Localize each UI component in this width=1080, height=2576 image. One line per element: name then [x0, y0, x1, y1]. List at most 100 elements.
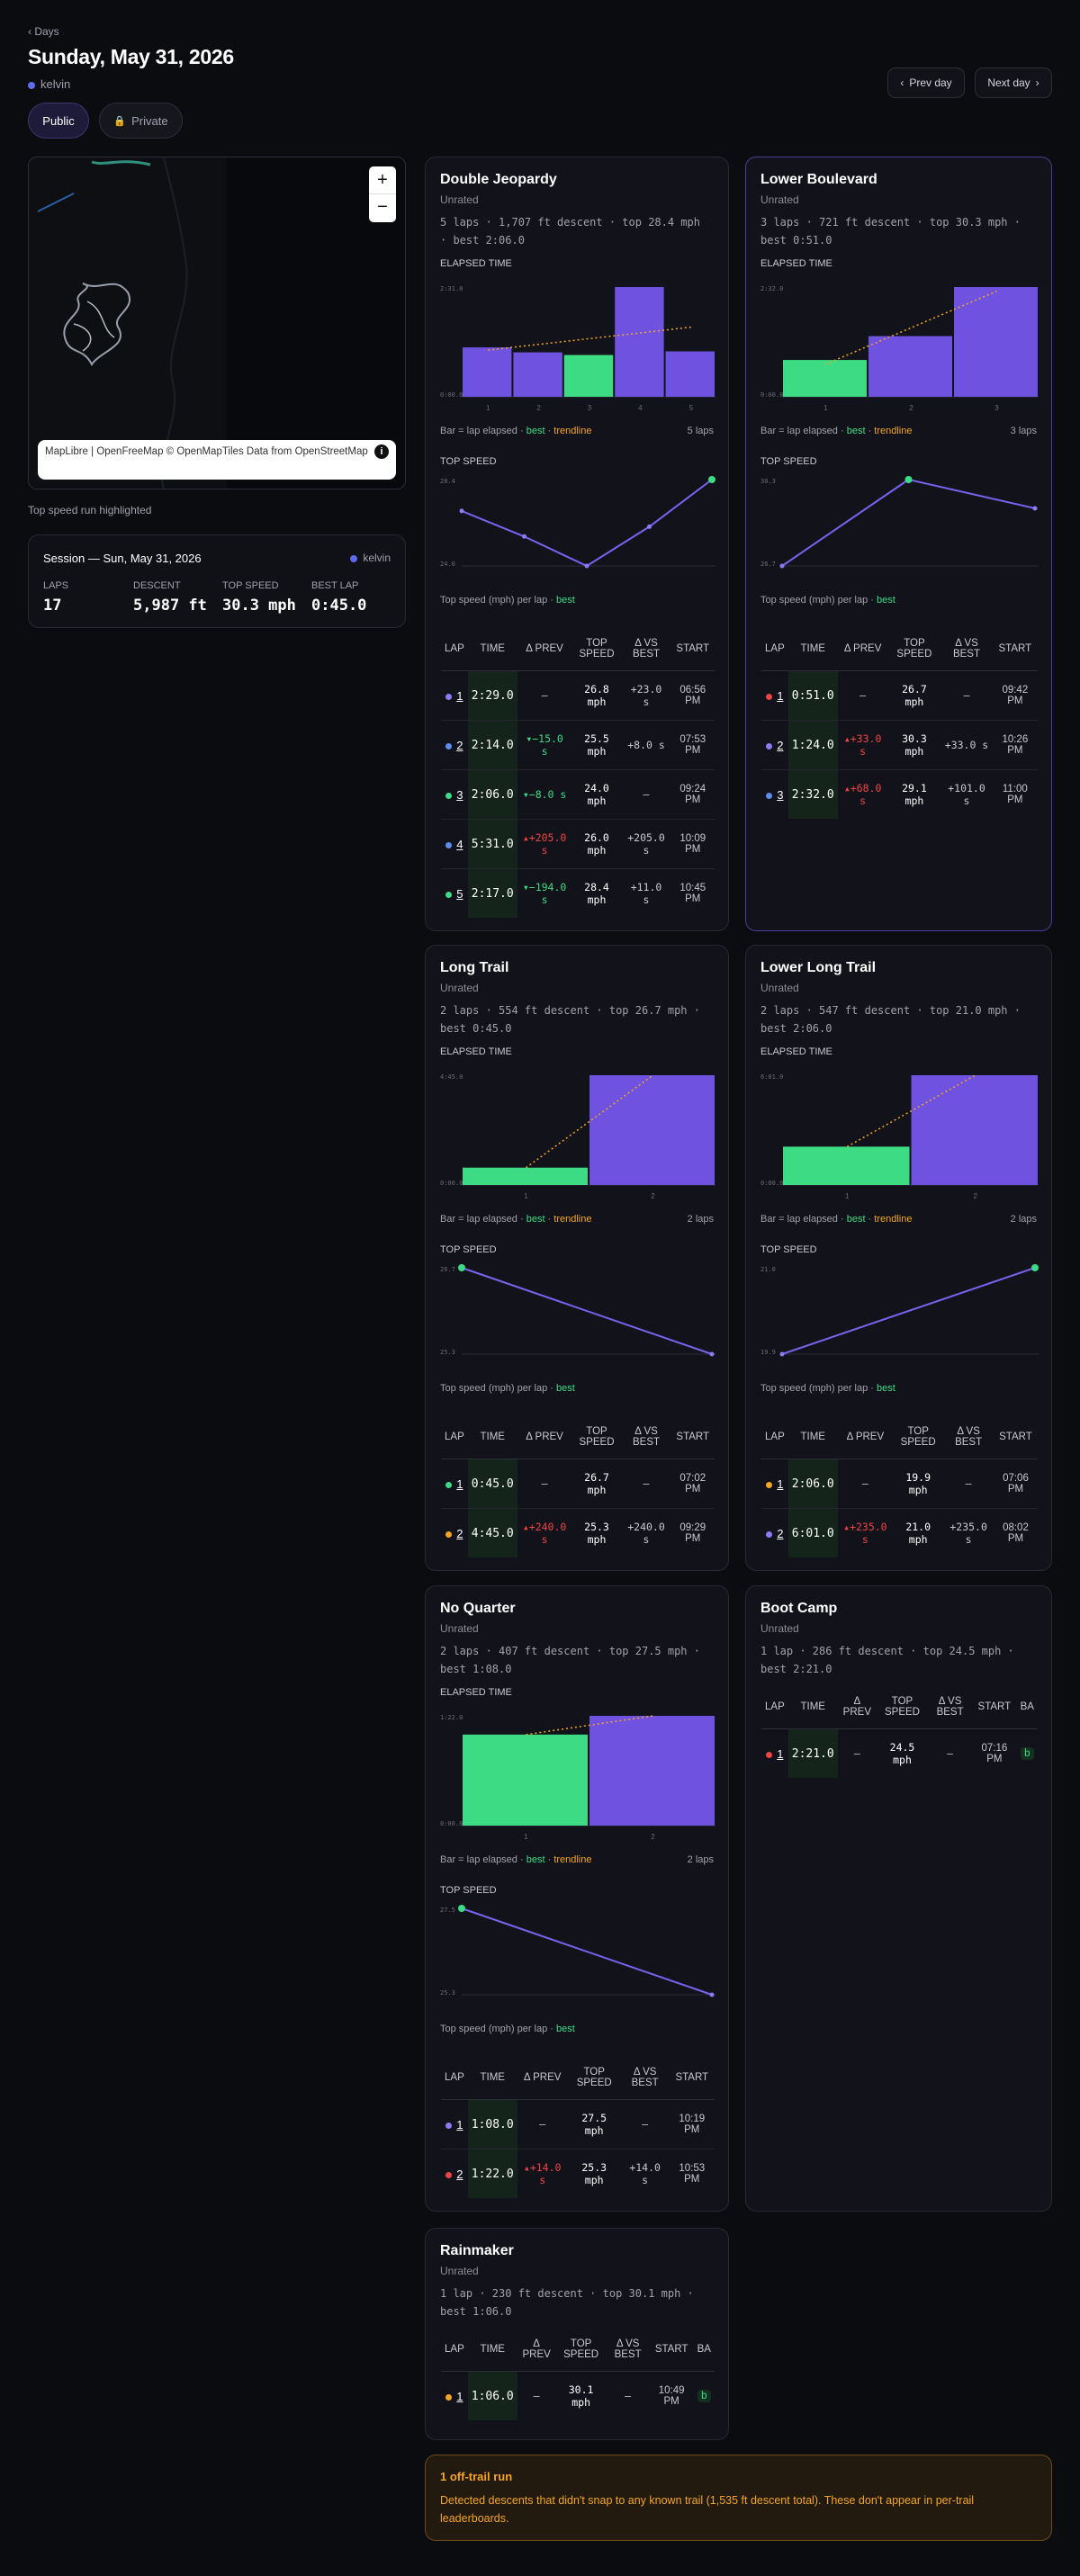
- elapsed-bar: [463, 1167, 588, 1185]
- lap-number[interactable]: 4: [456, 837, 464, 851]
- lap-number[interactable]: 1: [456, 2117, 464, 2132]
- lap-cell[interactable]: 2: [441, 1508, 468, 1557]
- zoom-out-button[interactable]: −: [377, 197, 388, 217]
- table-row[interactable]: 2 1:24.0 ▴+33.0 s 30.3 mph +33.0 s 10:26 PM: [761, 720, 1038, 770]
- stat-value: 17: [43, 597, 62, 615]
- speed-title: TOP SPEED: [760, 1244, 817, 1255]
- elapsed-caption: Bar = lap elapsed · best · trendline: [440, 1214, 592, 1225]
- lap-cell[interactable]: 1: [761, 1459, 788, 1509]
- y-tick-min: 0:00.0: [440, 391, 463, 399]
- elapsed-bar: [513, 352, 562, 397]
- best-speed-point: [458, 1905, 465, 1912]
- lap-cell[interactable]: 4: [441, 819, 468, 869]
- lock-icon: 🔒: [113, 115, 127, 127]
- lap-cell[interactable]: 1: [761, 670, 788, 721]
- best-legend: best: [556, 595, 575, 606]
- table-row[interactable]: 2 1:22.0 ▴+14.0 s 25.3 mph +14.0 s 10:53 PM: [441, 2149, 715, 2198]
- trail-summary: 2 laps · 407 ft descent · top 27.5 mph ·…: [440, 1645, 700, 1675]
- prev-day-button[interactable]: ‹ Prev day: [887, 67, 965, 98]
- lap-start: 07:02 PM: [670, 1459, 715, 1509]
- table-row[interactable]: 1 2:29.0—26.8 mph +23.0 s 06:56 PM: [441, 670, 715, 721]
- next-day-button[interactable]: Next day ›: [975, 67, 1052, 98]
- lap-cell[interactable]: 2: [441, 2149, 468, 2198]
- lap-number[interactable]: 2: [456, 1526, 464, 1540]
- table-row[interactable]: 1 2:06.0—19.9 mph —07:06 PM: [761, 1459, 1038, 1509]
- column-header: BA: [693, 2327, 715, 2372]
- lap-cell[interactable]: 3: [441, 769, 468, 820]
- trail-card[interactable]: Lower Boulevard Unrated 3 laps · 721 ft de…: [745, 157, 1052, 931]
- table-row[interactable]: 3 2:06.0 ▾−8.0 s 24.0 mph —09:24 PM: [441, 769, 715, 820]
- lap-cell[interactable]: 2: [441, 720, 468, 770]
- lap-number[interactable]: 3: [777, 787, 784, 802]
- lap-cell[interactable]: 1: [761, 1728, 788, 1778]
- table-row[interactable]: 4 5:31.0 ▴+205.0 s 26.0 mph +205.0 s 10:09 PM: [441, 819, 715, 869]
- lap-number[interactable]: 1: [777, 1746, 784, 1761]
- lap-number[interactable]: 5: [456, 886, 464, 901]
- map[interactable]: + − MapLibre | OpenFreeMap © OpenMapTile…: [28, 157, 406, 489]
- lap-number[interactable]: 1: [456, 1476, 464, 1491]
- chevron-left-icon: ‹: [900, 76, 904, 89]
- elapsed-bar: [463, 1734, 588, 1826]
- stat-label: BEST LAP: [311, 580, 359, 591]
- table-row[interactable]: 1 1:08.0—27.5 mph —10:19 PM: [441, 2099, 715, 2150]
- column-header: LAP: [441, 2055, 468, 2100]
- lap-time: 4:45.0: [467, 1508, 518, 1557]
- zoom-controls: + −: [369, 166, 396, 222]
- lap-number[interactable]: 1: [777, 1476, 784, 1491]
- table-row[interactable]: 1 0:51.0—26.7 mph —09:42 PM: [761, 670, 1038, 721]
- map-canvas[interactable]: [29, 157, 406, 489]
- lap-cell[interactable]: 5: [441, 868, 468, 918]
- info-icon[interactable]: i: [374, 444, 389, 459]
- lap-cell[interactable]: 3: [761, 769, 788, 819]
- lap-number[interactable]: 1: [456, 2389, 464, 2403]
- trail-name: Lower Boulevard: [760, 172, 878, 187]
- lap-badge: b: [698, 2390, 711, 2402]
- rating-label: Unrated: [440, 982, 479, 994]
- table-row[interactable]: 2 2:14.0 ▾−15.0 s 25.5 mph +8.0 s 07:53 PM: [441, 720, 715, 770]
- table-header: LAP TIME Δ PREV TOP SPEED Δ VS BEST START: [441, 2055, 715, 2100]
- lap-start: 09:42 PM: [992, 670, 1038, 721]
- lap-cell[interactable]: 2: [761, 1508, 788, 1557]
- speed-title: TOP SPEED: [440, 456, 497, 467]
- public-toggle[interactable]: Public: [28, 103, 89, 139]
- trail-summary: 1 lap · 230 ft descent · top 30.1 mph · …: [440, 2287, 694, 2318]
- elapsed-caption: Bar = lap elapsed · best · trendline: [760, 1214, 913, 1225]
- table-row[interactable]: 1 1:06.0—30.1 mph —10:49 PM b: [441, 2371, 715, 2420]
- trail-card[interactable]: Double Jeopardy Unrated 5 laps · 1,707 ft …: [425, 157, 729, 931]
- table-row[interactable]: 2 6:01.0 ▴+235.0 s 21.0 mph +235.0 s 08:02 PM: [761, 1508, 1038, 1557]
- trail-card[interactable]: Long Trail Unrated 2 laps · 554 ft descent…: [425, 945, 729, 1571]
- trail-card[interactable]: Boot Camp Unrated 1 lap · 286 ft descent ·…: [745, 1585, 1052, 2212]
- lap-number[interactable]: 2: [777, 738, 784, 752]
- badge-cell: b: [1016, 1728, 1038, 1778]
- lap-number[interactable]: 2: [456, 738, 464, 752]
- trail-card[interactable]: Rainmaker Unrated 1 lap · 230 ft descent ·…: [425, 2228, 729, 2440]
- trend-legend: trendline: [554, 1214, 592, 1225]
- lap-color-dot: [446, 1481, 453, 1488]
- table-row[interactable]: 1 2:21.0—24.5 mph —07:16 PM b: [761, 1728, 1038, 1778]
- table-row[interactable]: 1 0:45.0—26.7 mph —07:02 PM: [441, 1459, 715, 1509]
- laps-table: LAP TIME Δ PREV TOP SPEED Δ VS BEST START BA 1 2…: [760, 1683, 1039, 1779]
- trail-card[interactable]: Lower Long Trail Unrated 2 laps · 547 ft d…: [745, 945, 1052, 1571]
- lap-cell[interactable]: 1: [441, 1459, 468, 1509]
- lap-cell[interactable]: 1: [441, 670, 468, 721]
- lap-cell[interactable]: 2: [761, 720, 788, 770]
- table-row[interactable]: 2 4:45.0 ▴+240.0 s 25.3 mph +240.0 s 09:29 PM: [441, 1508, 715, 1557]
- lap-cell[interactable]: 1: [441, 2371, 468, 2420]
- trend-legend: trendline: [554, 1854, 592, 1865]
- lap-top-speed: 25.3 mph: [572, 1508, 622, 1557]
- table-row[interactable]: 3 2:32.0 ▴+68.0 s 29.1 mph +101.0 s 11:00 PM: [761, 769, 1038, 819]
- lap-top-speed: 26.0 mph: [572, 819, 622, 869]
- private-toggle[interactable]: 🔒 Private: [99, 103, 183, 139]
- lap-number[interactable]: 1: [777, 688, 784, 703]
- back-link[interactable]: ‹ Days: [28, 25, 59, 38]
- lap-cell[interactable]: 1: [441, 2099, 468, 2150]
- y-tick-max: 6:01.0: [760, 1073, 783, 1081]
- lap-number[interactable]: 3: [456, 787, 464, 802]
- table-row[interactable]: 5 2:17.0 ▾−194.0 s 28.4 mph +11.0 s 10:45 PM: [441, 868, 715, 918]
- lap-number[interactable]: 2: [456, 2167, 464, 2181]
- lap-number[interactable]: 1: [456, 688, 464, 703]
- lap-number[interactable]: 2: [777, 1526, 784, 1540]
- delta-prev: —: [517, 670, 572, 721]
- zoom-in-button[interactable]: +: [369, 166, 396, 194]
- trail-card[interactable]: No Quarter Unrated 2 laps · 407 ft descent…: [425, 1585, 729, 2212]
